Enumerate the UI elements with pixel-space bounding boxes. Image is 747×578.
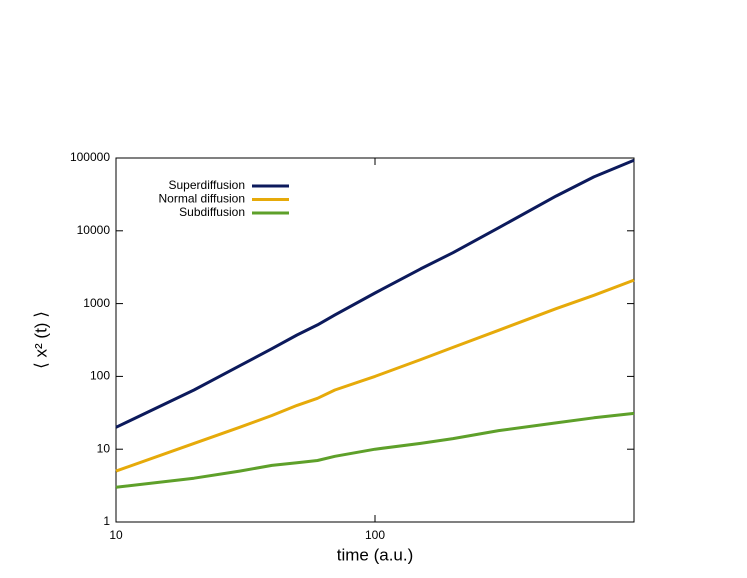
y-tick-label: 1000 <box>83 296 110 310</box>
y-tick-label: 100000 <box>70 150 110 164</box>
legend-label: Normal diffusion <box>159 192 245 206</box>
series-line <box>115 411 635 489</box>
y-axis-label: ⟨ x² (t) ⟩ <box>31 311 50 369</box>
series-line <box>115 158 635 429</box>
x-axis-label: time (a.u.) <box>337 545 414 564</box>
x-tick-label: 100 <box>365 528 385 542</box>
y-tick-label: 10 <box>97 441 111 455</box>
series-line <box>115 278 635 473</box>
x-tick-label: 10 <box>109 528 123 542</box>
y-tick-label: 100 <box>90 369 110 383</box>
legend-label: Superdiffusion <box>169 178 246 192</box>
y-tick-label: 1 <box>103 514 110 528</box>
legend-label: Subdiffusion <box>179 205 245 219</box>
y-tick-label: 10000 <box>77 223 111 237</box>
